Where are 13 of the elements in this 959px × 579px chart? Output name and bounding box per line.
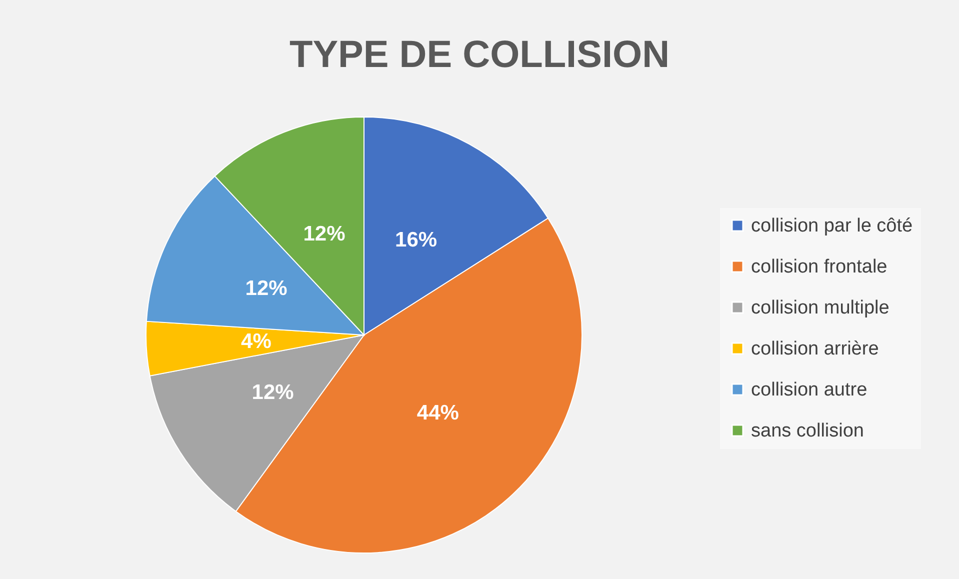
data-label: 44% bbox=[416, 402, 460, 425]
legend-label: sans collision bbox=[751, 420, 864, 442]
data-label: 4% bbox=[241, 330, 272, 353]
legend-label: collision frontale bbox=[751, 256, 888, 278]
chart-title: TYPE DE COLLISION bbox=[289, 34, 670, 76]
data-label: 12% bbox=[245, 277, 288, 300]
data-label: 16% bbox=[395, 228, 438, 252]
legend-label: collision autre bbox=[751, 380, 868, 400]
legend-label: collision multiple bbox=[751, 298, 890, 318]
data-label: 12% bbox=[303, 222, 346, 246]
legend-label: collision par le côté bbox=[751, 216, 913, 236]
data-label: 12% bbox=[252, 380, 294, 404]
legend-label: collision arrière bbox=[751, 338, 879, 360]
